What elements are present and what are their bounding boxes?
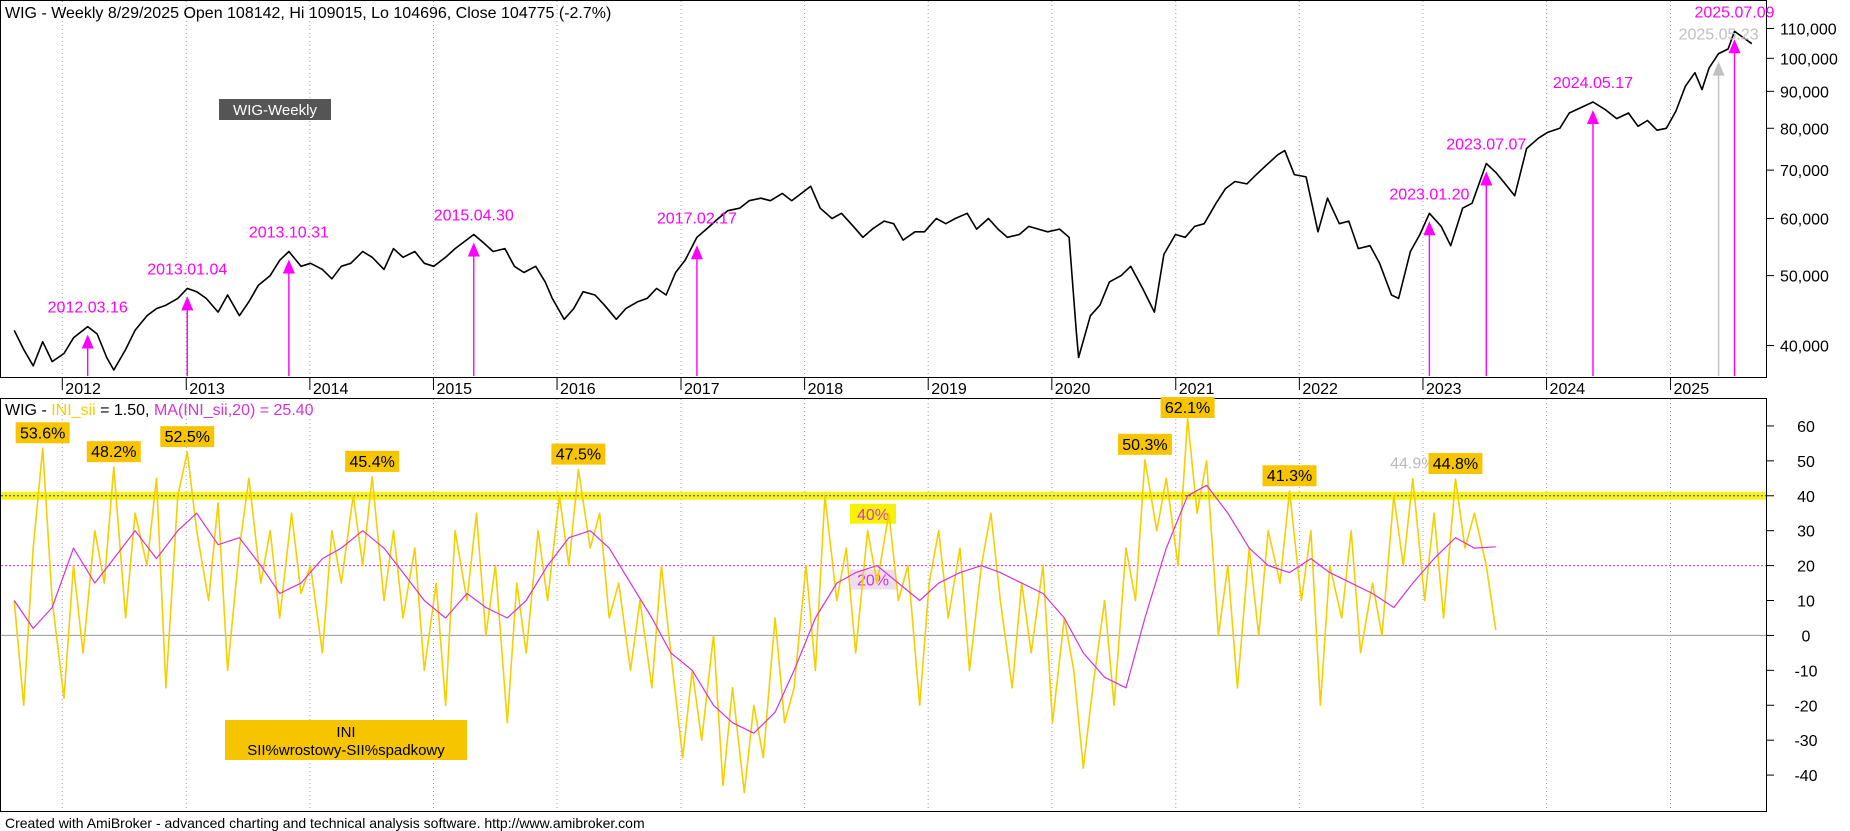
x-tick-label: 2019 <box>931 381 967 398</box>
peak-label: 50.3% <box>1122 437 1167 454</box>
x-tick-label: 2025 <box>1674 381 1710 398</box>
marker-arrow-head <box>81 334 94 349</box>
x-tick-label: 2024 <box>1550 381 1586 398</box>
marker-date-label: 2013.01.04 <box>147 261 227 278</box>
peak-label: 44.8% <box>1433 456 1478 473</box>
marker-arrow-head <box>1423 221 1436 236</box>
marker-arrow-head <box>690 245 703 260</box>
price-panel-frame <box>0 0 1767 378</box>
threshold-band-40 <box>1 491 1766 500</box>
y-tick-label-indicator: 10 <box>1797 594 1815 611</box>
threshold-label-40: 40% <box>857 507 889 524</box>
peak-label-bg <box>551 443 606 465</box>
y-tick-label-price: 90,000 <box>1780 84 1829 101</box>
series-layer <box>13 30 1753 794</box>
x-tick-label: 2021 <box>1179 381 1215 398</box>
marker-date-label: 2015.04.30 <box>434 208 514 225</box>
chart-title: WIG - Weekly 8/29/2025 Open 108142, Hi 1… <box>5 5 611 22</box>
reference-lines: 40% 20% <box>1 491 1766 636</box>
peak-label: 62.1% <box>1165 400 1210 417</box>
x-tick-label: 2018 <box>808 381 844 398</box>
peak-label: 48.2% <box>91 444 136 461</box>
y-tick-label-price: 70,000 <box>1780 163 1829 180</box>
y-tick-label-indicator: -40 <box>1794 768 1817 785</box>
marker-date-label: 2013.10.31 <box>249 224 329 241</box>
legend-line-2: SII%wrostowy-SII%spadkowy <box>247 742 445 759</box>
threshold-label-bg-20 <box>850 569 896 590</box>
marker-date-label: 2025.05.23 <box>1679 27 1759 44</box>
peak-label-bg <box>1428 453 1483 475</box>
price-series-line <box>13 30 1753 371</box>
y-tick-label-price: 50,000 <box>1780 269 1829 286</box>
axis-layer: 2012 2013 2014 2015 2016 2017 2018 2019 2020 2021… <box>61 21 1838 785</box>
marker-arrow-head <box>1586 109 1599 124</box>
x-tick-label: 2022 <box>1302 381 1338 398</box>
marker-date-label: 2024.05.17 <box>1553 75 1633 92</box>
y-tick-label-indicator: 50 <box>1797 454 1815 471</box>
marker-arrow-head <box>1480 171 1493 186</box>
x-tick-label: 2023 <box>1426 381 1462 398</box>
peak-label-bg <box>1262 465 1317 487</box>
y-tick-label-indicator: -30 <box>1794 733 1817 750</box>
peak-label-bg <box>1160 397 1215 418</box>
footer-credit: Created with AmiBroker - advanced charti… <box>5 815 645 831</box>
marker-date-label: 2023.01.20 <box>1389 186 1469 203</box>
marker-date-label: 2023.07.07 <box>1446 136 1526 153</box>
peak-label-bg <box>86 441 141 463</box>
indicator-header: WIG - INI_sii = 1.50, MA(INI_sii,20) = 2… <box>5 402 314 419</box>
y-tick-label-indicator: 60 <box>1797 419 1815 436</box>
marker-arrow-head <box>282 259 295 274</box>
peak-label-bg <box>15 422 70 444</box>
y-tick-label-price: 80,000 <box>1780 121 1829 138</box>
x-tick-label: 2015 <box>436 381 472 398</box>
peak-label: 44.9% <box>1390 456 1435 473</box>
x-tick-label: 2016 <box>560 381 596 398</box>
marker-date-label: 2025.07.09 <box>1694 4 1774 21</box>
legend-line-1: INI <box>336 724 355 741</box>
marker-arrow-head <box>1712 61 1725 76</box>
threshold-label-bg-40 <box>850 503 896 524</box>
peak-label: 52.5% <box>165 429 210 446</box>
y-tick-label-price: 40,000 <box>1780 339 1829 356</box>
peak-label-bg <box>1117 433 1172 455</box>
indicator-ma-text: MA(INI_sii,20) = 25.40 <box>154 402 314 419</box>
y-tick-label-indicator: -10 <box>1794 663 1817 680</box>
watermark-box <box>219 99 331 120</box>
y-tick-label-indicator: 40 <box>1797 489 1815 506</box>
y-tick-label-indicator: -20 <box>1794 698 1817 715</box>
y-tick-label-price: 100,000 <box>1780 51 1838 68</box>
x-tick-label: 2013 <box>189 381 225 398</box>
peak-label-bg <box>160 426 215 448</box>
x-tick-label: 2012 <box>65 381 101 398</box>
y-tick-label-price: 110,000 <box>1780 21 1837 38</box>
peak-label: 45.4% <box>349 454 394 471</box>
x-tick-label: 2017 <box>684 381 720 398</box>
x-tick-label: 2020 <box>1055 381 1091 398</box>
indicator-ini-value: = 1.50, <box>96 402 154 419</box>
peak-label: 41.3% <box>1267 468 1312 485</box>
marker-date-label: 2012.03.16 <box>48 300 128 317</box>
x-tick-label: 2014 <box>313 381 349 398</box>
marker-arrow-head <box>467 242 480 257</box>
peak-label: 53.6% <box>20 425 65 442</box>
watermark-label: WIG-Weekly <box>233 102 317 119</box>
y-tick-label-indicator: 20 <box>1797 559 1815 576</box>
peak-label-bg <box>345 450 400 472</box>
indicator-panel-frame <box>0 398 1767 812</box>
threshold-label-20: 20% <box>857 573 889 590</box>
y-tick-label-indicator: 0 <box>1802 628 1811 645</box>
marker-date-label: 2017.02.17 <box>657 210 737 227</box>
ma-series-line <box>13 484 1496 734</box>
y-tick-label-indicator: 30 <box>1797 524 1815 541</box>
legend-box <box>225 720 467 760</box>
y-tick-label-price: 60,000 <box>1780 211 1829 228</box>
marker-arrow-head <box>1728 39 1741 54</box>
annotations-layer: 2012.03.16 2013.01.04 2013.10.31 2015.04.30… <box>15 4 1775 487</box>
peak-label: 47.5% <box>556 447 601 464</box>
indicator-prefix: WIG - <box>5 402 51 419</box>
marker-arrow-head <box>181 296 194 311</box>
indicator-ini-name: INI_sii <box>51 402 95 419</box>
